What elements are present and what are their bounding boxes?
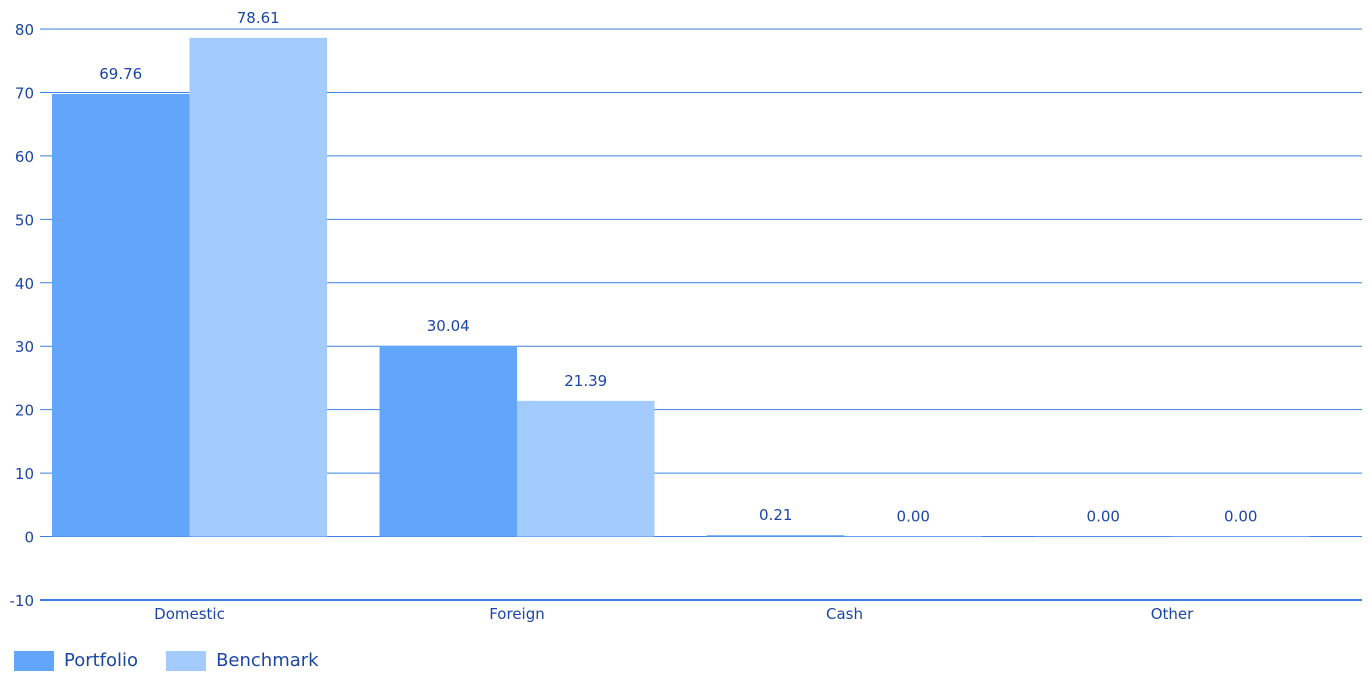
- bars: [52, 37, 1310, 538]
- bar-benchmark-other[interactable]: [1172, 536, 1310, 538]
- legend-label-benchmark: Benchmark: [216, 650, 319, 671]
- bar-benchmark-domestic[interactable]: [189, 37, 328, 537]
- y-tick-label: 20: [15, 402, 34, 420]
- y-tick-label: 80: [15, 21, 34, 39]
- legend-label-portfolio: Portfolio: [64, 650, 139, 671]
- data-label: 69.76: [99, 65, 142, 83]
- y-tick-label: 60: [15, 148, 34, 166]
- data-label: 21.39: [564, 372, 607, 390]
- y-tick-label: 40: [15, 275, 34, 293]
- data-label: 30.04: [427, 317, 470, 335]
- bar-portfolio-domestic[interactable]: [52, 93, 190, 537]
- bar-benchmark-cash[interactable]: [844, 536, 983, 538]
- y-tick-label: 0: [24, 529, 34, 547]
- x-tick-label: Foreign: [489, 605, 545, 623]
- x-axis-ticks: Domestic Foreign Cash Other: [154, 605, 1194, 623]
- y-tick-label: 10: [15, 465, 34, 483]
- data-label: 78.61: [237, 9, 280, 27]
- x-tick-label: Domestic: [154, 605, 225, 623]
- bar-portfolio-foreign[interactable]: [379, 345, 518, 537]
- data-label: 0.00: [1224, 508, 1257, 526]
- data-labels: 69.76 78.61 30.04 21.39 0.21 0.00 0.00 0.00: [99, 9, 1257, 526]
- x-tick-label: Cash: [826, 605, 863, 623]
- y-tick-label: 50: [15, 211, 34, 229]
- bar-benchmark-foreign[interactable]: [517, 400, 655, 537]
- data-label: 0.21: [759, 506, 792, 524]
- data-label: 0.00: [1087, 508, 1120, 526]
- legend: Portfolio Benchmark: [14, 650, 319, 671]
- y-tick-label: 30: [15, 338, 34, 356]
- bar-chart: -10 0 10 20 30 40 50 60 70 80 69.76 78.61 30.04 21.3…: [10, 9, 1362, 623]
- y-tick-label: -10: [10, 592, 35, 610]
- data-label: 0.00: [897, 508, 930, 526]
- legend-item-portfolio[interactable]: Portfolio: [14, 650, 138, 671]
- legend-item-benchmark[interactable]: Benchmark: [166, 650, 319, 671]
- x-tick-label: Other: [1151, 605, 1194, 623]
- legend-swatch-portfolio: [14, 650, 54, 671]
- y-tick-label: 70: [15, 84, 34, 102]
- legend-swatch-benchmark: [166, 650, 207, 671]
- bar-portfolio-other[interactable]: [1034, 536, 1173, 538]
- bar-portfolio-cash[interactable]: [707, 535, 845, 537]
- y-axis-ticks: -10 0 10 20 30 40 50 60 70 80: [10, 21, 35, 610]
